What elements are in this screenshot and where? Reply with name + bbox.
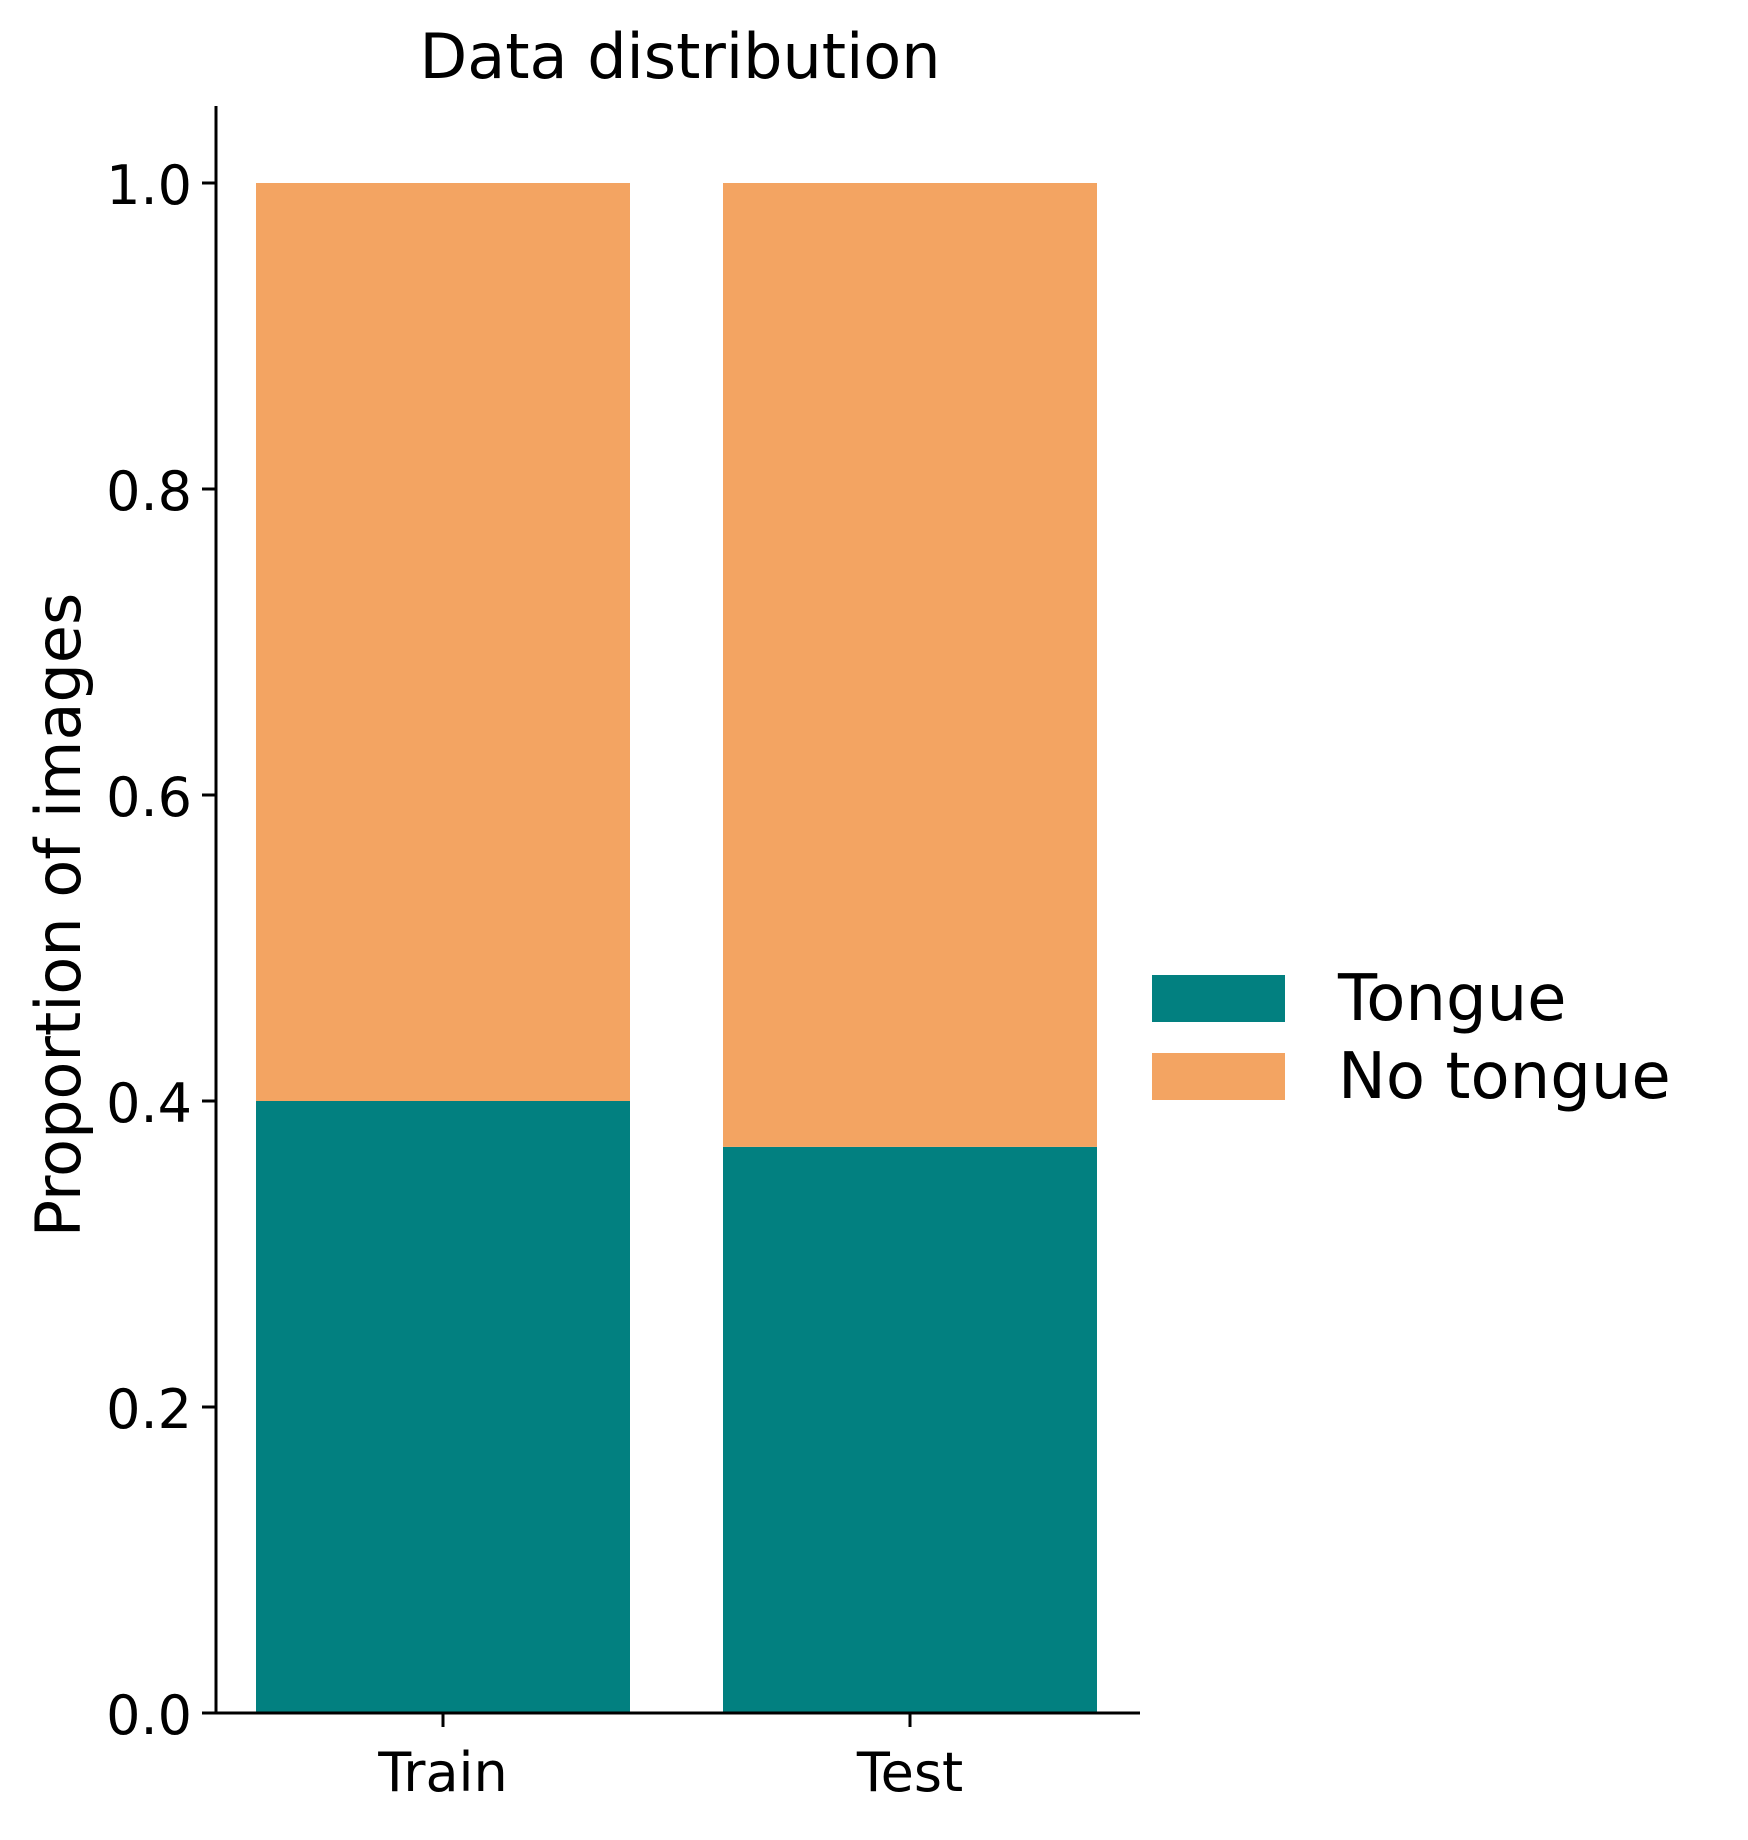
x-tick-label: Test bbox=[856, 1741, 963, 1804]
chart-title: Data distribution bbox=[419, 20, 940, 93]
y-tick-label: 0.8 bbox=[106, 460, 192, 523]
y-tick-label: 0.0 bbox=[106, 1684, 192, 1747]
y-tick-label: 0.6 bbox=[106, 766, 192, 829]
y-tick-label: 0.4 bbox=[106, 1072, 192, 1135]
axes-layer: 0.0 0.2 0.4 0.6 0.8 1.0 Train Test bbox=[106, 106, 1140, 1804]
bar-train-tongue bbox=[256, 1101, 630, 1713]
y-tick-label: 1.0 bbox=[106, 154, 192, 217]
bar-test-tongue bbox=[723, 1146, 1097, 1713]
legend-swatch-tongue bbox=[1152, 975, 1285, 1022]
bars-layer bbox=[256, 183, 1097, 1713]
legend-label-tongue: Tongue bbox=[1337, 962, 1567, 1036]
bar-train-no-tongue bbox=[256, 183, 630, 1101]
legend-swatch-no-tongue bbox=[1152, 1053, 1285, 1100]
y-axis-label: Proportion of images bbox=[22, 593, 95, 1238]
bar-test-no-tongue bbox=[723, 183, 1097, 1147]
legend-label-no-tongue: No tongue bbox=[1338, 1040, 1671, 1114]
x-tick-label: Train bbox=[377, 1741, 508, 1804]
y-tick-label: 0.2 bbox=[106, 1378, 192, 1441]
